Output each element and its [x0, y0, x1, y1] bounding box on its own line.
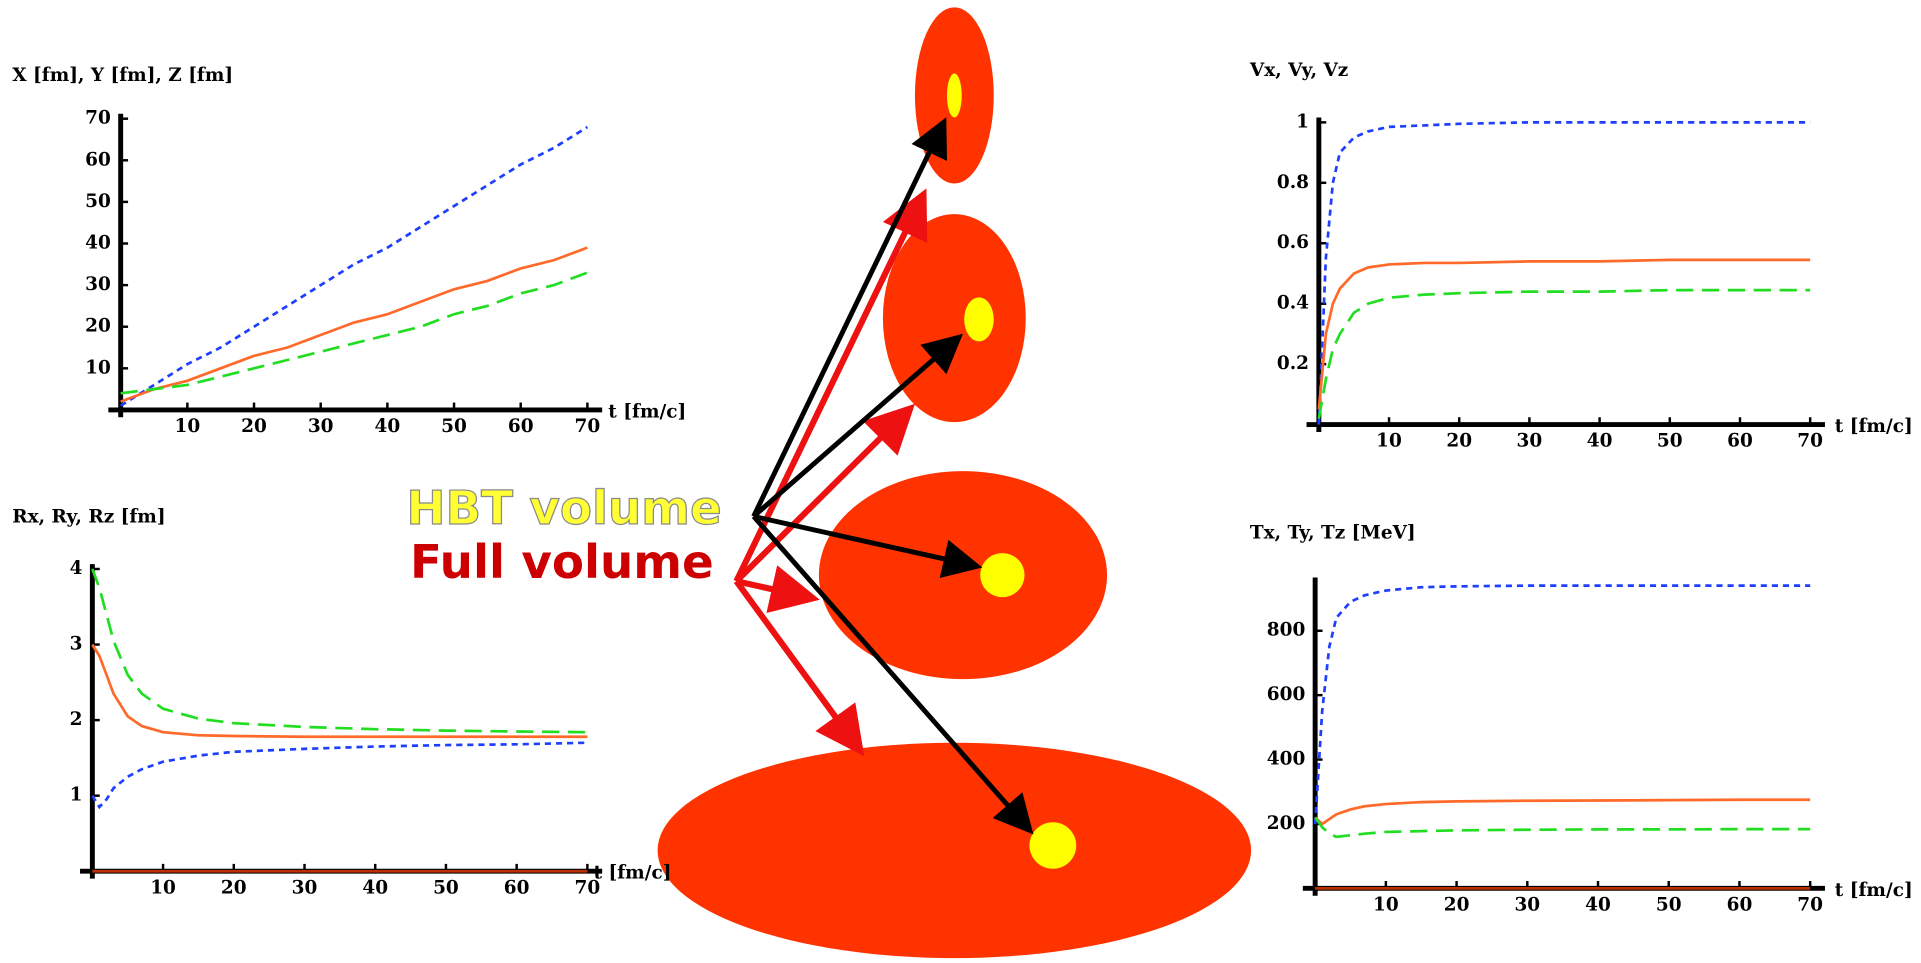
- hbt-label: HBT volume: [406, 481, 721, 535]
- arrow: [733, 579, 865, 757]
- x-axis-label: t [fm/c]: [594, 863, 672, 884]
- volume: [657, 742, 1252, 959]
- x-tick-label: 70: [1797, 431, 1823, 452]
- x-tick-label: 10: [174, 416, 200, 437]
- hbt-volume: [964, 297, 994, 342]
- series-line: [1317, 288, 1811, 419]
- x-tick-label: 40: [1585, 895, 1611, 916]
- arrow: [751, 333, 963, 519]
- x-tick-label: 40: [1587, 431, 1613, 452]
- y-tick-label: 0.6: [1277, 232, 1309, 253]
- x-tick-label: 20: [221, 877, 247, 898]
- x-tick-label: 60: [1727, 895, 1753, 916]
- series-line: [1314, 816, 1811, 839]
- y-tick-label: 50: [85, 191, 111, 212]
- y-tick-label: 1: [1296, 111, 1309, 132]
- x-axis-label: t [fm/c]: [608, 401, 686, 422]
- line-chart: Tx, Ty, Tz [MeV] t [fm/c] 10 20 30 40 50 60 70 20…: [1250, 523, 1913, 916]
- series-line: [1317, 121, 1811, 425]
- full-label: Full volume: [410, 535, 714, 589]
- series-line: [91, 643, 588, 739]
- y-tick-label: 1: [70, 785, 83, 806]
- series-line: [1314, 798, 1811, 826]
- y-tick-label: 2: [70, 709, 83, 730]
- x-tick-label: 50: [1657, 431, 1683, 452]
- x-tick-label: 20: [1444, 895, 1470, 916]
- y-tick-label: 30: [85, 274, 111, 295]
- series-line: [91, 741, 588, 810]
- hbt-arrows: [751, 117, 1034, 835]
- volume: [882, 214, 1026, 423]
- x-tick-label: 30: [308, 416, 334, 437]
- x-tick-label: 10: [150, 877, 176, 898]
- x-tick-label: 70: [575, 877, 601, 898]
- series-line: [120, 271, 588, 395]
- y-tick-label: 0.8: [1277, 172, 1309, 193]
- x-tick-label: 50: [433, 877, 459, 898]
- hbt-volume: [946, 73, 962, 118]
- y-tick-label: 4: [70, 558, 83, 579]
- x-tick-label: 50: [1656, 895, 1682, 916]
- arrow: [735, 565, 820, 613]
- y-tick-label: 10: [85, 357, 111, 378]
- arrow: [734, 403, 916, 584]
- series-line: [91, 568, 588, 734]
- y-tick-label: 200: [1267, 813, 1306, 834]
- series-line: [119, 125, 589, 407]
- series-line: [1317, 258, 1811, 410]
- x-tick-label: 60: [504, 877, 530, 898]
- x-tick-label: 60: [508, 416, 534, 437]
- y-tick-label: 400: [1267, 749, 1306, 770]
- hbt-volume: [1029, 822, 1077, 869]
- chart-title: Rx, Ry, Rz [fm]: [12, 507, 165, 528]
- series-line: [1313, 584, 1811, 825]
- y-tick-label: 20: [85, 316, 111, 337]
- y-tick-label: 3: [70, 634, 83, 655]
- y-tick-label: 0.4: [1277, 293, 1309, 314]
- y-tick-label: 60: [85, 149, 111, 170]
- x-tick-label: 70: [575, 416, 601, 437]
- x-tick-label: 30: [292, 877, 318, 898]
- arrow: [751, 514, 1034, 835]
- x-tick-label: 10: [1373, 895, 1399, 916]
- x-axis-label: t [fm/c]: [1835, 880, 1913, 901]
- x-tick-label: 70: [1797, 895, 1823, 916]
- x-tick-label: 10: [1376, 431, 1402, 452]
- chart-title: Tx, Ty, Tz [MeV]: [1250, 523, 1416, 544]
- x-tick-label: 20: [241, 416, 267, 437]
- diagram: HBT volume Full volume: [406, 7, 1252, 959]
- line-chart: Vx, Vy, Vz t [fm/c] 10 20 30 40 50 60 70 0.2 0.4 0.…: [1249, 60, 1913, 452]
- line-chart: X [fm], Y [fm], Z [fm] t [fm/c] 10 20 30 40 50…: [12, 65, 686, 437]
- x-tick-label: 60: [1727, 431, 1753, 452]
- x-tick-label: 50: [441, 416, 467, 437]
- x-tick-label: 30: [1517, 431, 1543, 452]
- y-tick-label: 40: [85, 233, 111, 254]
- arrow: [753, 513, 983, 578]
- x-tick-label: 30: [1514, 895, 1540, 916]
- chart-title: X [fm], Y [fm], Z [fm]: [12, 65, 233, 86]
- y-tick-label: 70: [85, 108, 111, 129]
- arrow: [751, 117, 948, 518]
- x-tick-label: 40: [375, 416, 401, 437]
- line-chart: Rx, Ry, Rz [fm] t [fm/c] 10 20 30 40 50 60 70 1 2 3…: [12, 507, 671, 899]
- y-tick-label: 0.2: [1277, 353, 1309, 374]
- y-tick-label: 600: [1267, 684, 1306, 705]
- chart-title: Vx, Vy, Vz: [1249, 60, 1348, 81]
- series-line: [120, 246, 588, 403]
- x-tick-label: 20: [1446, 431, 1472, 452]
- y-tick-label: 800: [1267, 620, 1306, 641]
- x-tick-label: 40: [362, 877, 388, 898]
- x-axis-label: t [fm/c]: [1835, 416, 1913, 437]
- hbt-volume: [980, 553, 1025, 598]
- volume: [818, 471, 1108, 680]
